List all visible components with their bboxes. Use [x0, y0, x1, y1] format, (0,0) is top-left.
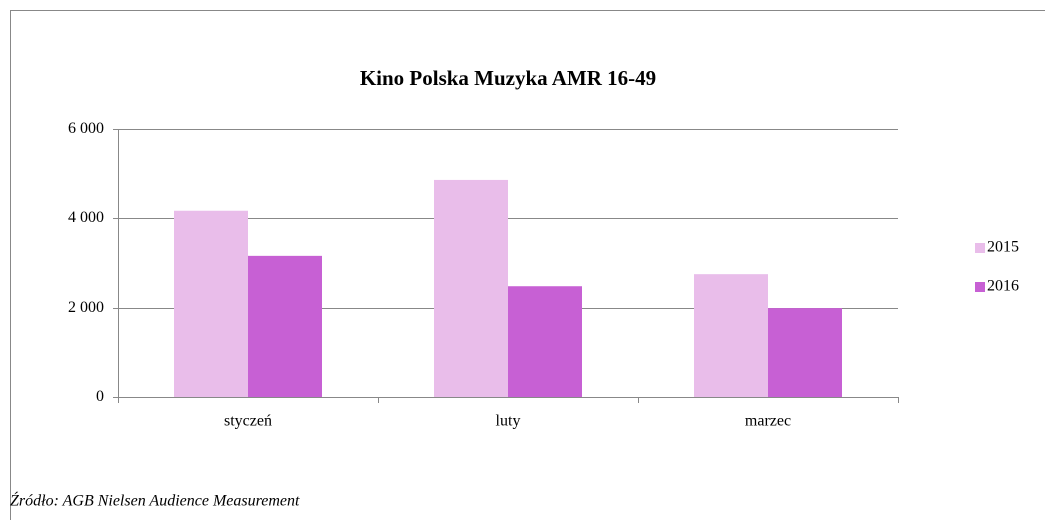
x-tick-label: styczeń	[224, 413, 272, 430]
y-tick-label: 0	[96, 388, 104, 405]
legend-swatch	[975, 282, 985, 292]
bar	[694, 274, 768, 397]
bar	[174, 211, 248, 397]
y-tick-label: 6 000	[68, 120, 104, 137]
chart-title: Kino Polska Muzyka AMR 16-49	[360, 66, 656, 90]
bar	[768, 308, 842, 397]
legend-label: 2016	[987, 278, 1019, 295]
bar	[248, 256, 322, 397]
bar	[508, 286, 582, 397]
x-tick-label: luty	[496, 413, 521, 430]
source-note: Źródło: AGB Nielsen Audience Measurement	[10, 491, 300, 510]
bar	[434, 180, 508, 397]
y-tick-label: 4 000	[68, 209, 104, 226]
y-tick-label: 2 000	[68, 299, 104, 316]
x-tick-label: marzec	[745, 413, 791, 430]
legend-swatch	[975, 243, 985, 253]
legend-label: 2015	[987, 239, 1019, 256]
